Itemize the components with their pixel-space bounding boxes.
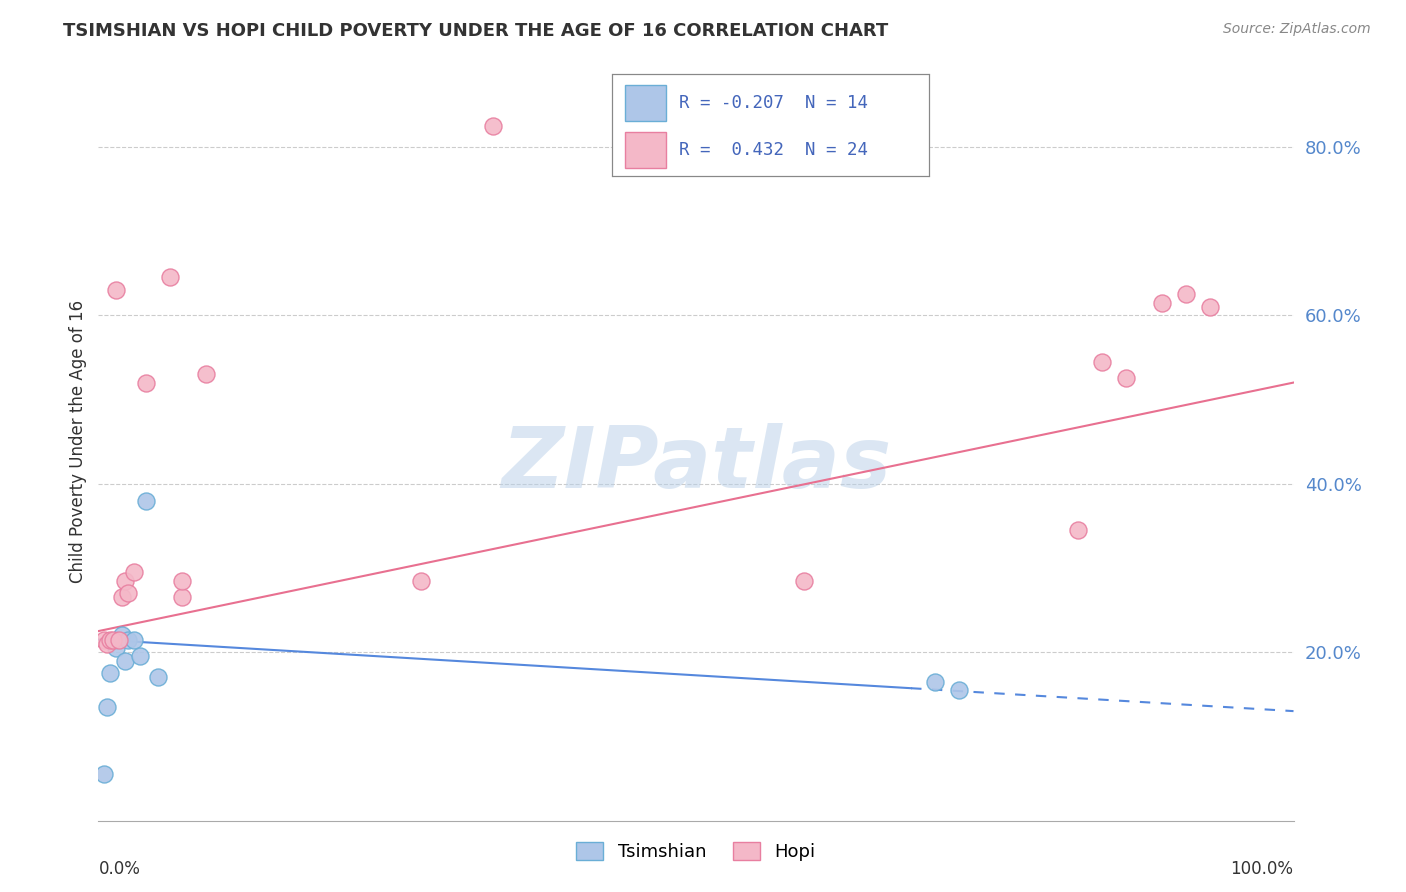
Point [1067,523,1090,537]
Point [114,654,136,668]
Point [105,640,128,655]
Point [481,119,505,133]
Point [411,574,433,588]
Point [793,574,815,588]
Point [93,632,115,647]
Point [114,574,136,588]
Point [135,376,157,390]
Point [105,283,128,297]
Point [172,591,194,605]
Point [1175,287,1198,301]
Text: 0.0%: 0.0% [98,860,141,878]
Text: 100.0%: 100.0% [1230,860,1294,878]
Point [101,632,124,647]
Point [195,367,218,381]
Point [107,632,129,647]
Point [1115,371,1137,385]
Point [111,591,134,605]
Point [96,637,118,651]
Point [93,767,115,781]
Point [96,699,118,714]
Point [135,493,157,508]
Point [129,649,152,664]
Point [948,683,970,698]
Point [124,565,146,579]
Point [117,632,139,647]
Y-axis label: Child Poverty Under the Age of 16: Child Poverty Under the Age of 16 [69,300,87,583]
Point [111,628,134,642]
Legend: Tsimshian, Hopi: Tsimshian, Hopi [569,835,823,869]
Point [117,586,139,600]
Point [1199,300,1222,314]
Point [98,666,122,681]
Point [159,270,181,285]
Point [105,632,128,647]
Text: Source: ZipAtlas.com: Source: ZipAtlas.com [1223,22,1371,37]
Point [124,632,146,647]
Point [924,674,946,689]
Text: ZIPatlas: ZIPatlas [501,423,891,506]
Text: TSIMSHIAN VS HOPI CHILD POVERTY UNDER THE AGE OF 16 CORRELATION CHART: TSIMSHIAN VS HOPI CHILD POVERTY UNDER TH… [63,22,889,40]
Point [148,670,170,684]
Point [1091,354,1114,368]
Point [1152,295,1174,310]
Point [98,632,122,647]
Point [172,574,194,588]
